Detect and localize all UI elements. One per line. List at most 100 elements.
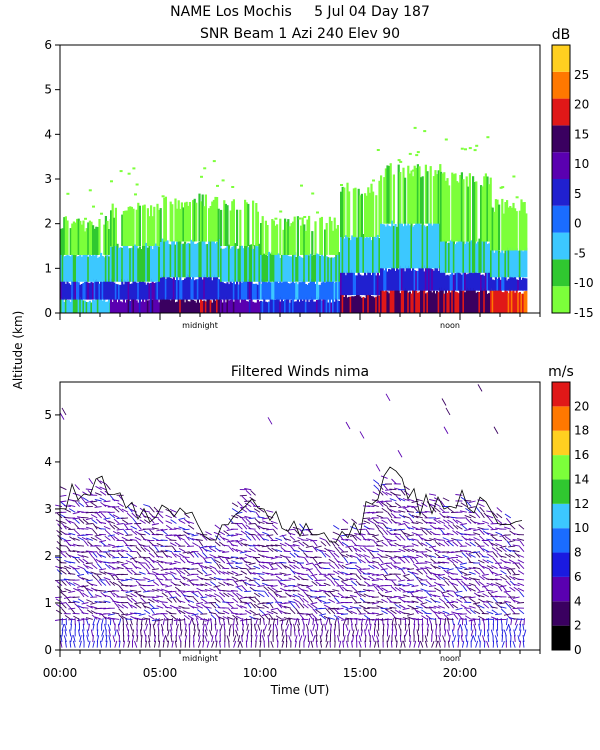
snr-cell bbox=[153, 245, 156, 282]
wind-barb bbox=[283, 556, 291, 558]
wind-barb bbox=[497, 585, 503, 592]
wind-barb bbox=[426, 529, 432, 536]
snr-cell bbox=[292, 280, 295, 300]
wind-barb bbox=[339, 585, 344, 592]
snr-cell bbox=[196, 242, 199, 278]
wind-barb bbox=[74, 557, 80, 564]
wind-barb bbox=[446, 551, 454, 554]
snr-cell bbox=[114, 245, 117, 282]
wind-barb bbox=[77, 598, 85, 603]
wind-barb bbox=[371, 499, 379, 502]
snr-cell bbox=[232, 301, 235, 313]
wind-barb bbox=[164, 618, 173, 621]
wind-barb bbox=[104, 623, 107, 631]
wind-barb bbox=[283, 605, 291, 609]
snr-cell bbox=[475, 181, 478, 242]
wind-barb bbox=[500, 576, 507, 581]
wind-barb bbox=[214, 535, 221, 541]
wind-barb bbox=[305, 545, 313, 548]
snr-cell bbox=[90, 281, 93, 300]
wind-barb bbox=[88, 551, 94, 558]
snr-cell bbox=[316, 300, 319, 313]
snr-cell bbox=[228, 284, 231, 300]
wind-barb bbox=[213, 576, 221, 581]
wind-barb bbox=[416, 576, 423, 581]
wind-barb bbox=[239, 551, 247, 554]
snr-cell bbox=[441, 173, 444, 242]
snr-cell bbox=[432, 270, 435, 291]
wind-barb bbox=[187, 520, 195, 524]
snr-cell bbox=[449, 240, 452, 273]
wind-barb bbox=[376, 629, 380, 637]
wind-barb bbox=[145, 562, 151, 569]
wind-barb bbox=[368, 575, 375, 581]
wind-barb bbox=[481, 600, 489, 603]
snr-cell bbox=[239, 209, 242, 246]
winds-colorbar-frame bbox=[551, 381, 571, 651]
wind-barb bbox=[187, 532, 195, 536]
snr-cell bbox=[473, 238, 476, 273]
wind-barb bbox=[266, 602, 274, 605]
wind-barb bbox=[347, 546, 353, 552]
wind-barb bbox=[486, 589, 494, 592]
wind-barb bbox=[491, 609, 498, 615]
wind-barb bbox=[319, 599, 327, 603]
wind-barb bbox=[503, 526, 511, 530]
wind-barb bbox=[510, 608, 516, 615]
wind-barb bbox=[85, 562, 93, 564]
snr-cell bbox=[148, 300, 151, 313]
wind-barb bbox=[334, 546, 340, 552]
snr-cell bbox=[124, 210, 127, 246]
wind-barb bbox=[465, 552, 472, 558]
wind-barb bbox=[351, 597, 358, 603]
snr-colorbar-swatch bbox=[552, 45, 570, 72]
snr-cell bbox=[470, 240, 473, 273]
snr-cell bbox=[182, 280, 185, 300]
snr-cell bbox=[392, 290, 395, 313]
wind-barb bbox=[135, 603, 142, 609]
wind-barb bbox=[195, 583, 203, 587]
wind-barb bbox=[430, 597, 437, 603]
wind-barb bbox=[79, 495, 85, 502]
wind-barb bbox=[426, 629, 429, 637]
snr-cell bbox=[260, 253, 263, 282]
wind-barb bbox=[226, 539, 234, 543]
wind-barb bbox=[94, 506, 102, 508]
wind-barb bbox=[391, 629, 394, 637]
wind-barb bbox=[460, 502, 468, 507]
wind-barb bbox=[452, 524, 459, 530]
wind-barb bbox=[341, 571, 349, 575]
snr-cell bbox=[491, 288, 494, 313]
snr-cell bbox=[92, 252, 95, 282]
snr-cell bbox=[475, 292, 478, 313]
snr-cell bbox=[121, 279, 124, 300]
wind-barb bbox=[487, 524, 494, 530]
wind-barb bbox=[285, 592, 292, 598]
wind-barb bbox=[222, 618, 226, 626]
wind-barb bbox=[444, 580, 450, 586]
wind-barb bbox=[259, 635, 262, 643]
wind-barb bbox=[512, 640, 516, 648]
winds-colorbar-tick-label: 10 bbox=[574, 521, 589, 535]
snr-cell bbox=[496, 248, 499, 278]
wind-barb bbox=[462, 585, 468, 592]
snr-cell bbox=[185, 243, 188, 278]
wind-barb bbox=[118, 618, 122, 626]
snr-cell bbox=[381, 224, 384, 269]
snr-heatmap-cells bbox=[60, 126, 528, 313]
snr-x-axis: midnight noon bbox=[59, 313, 541, 330]
wind-barb bbox=[376, 545, 384, 547]
wind-barb bbox=[381, 587, 388, 592]
wind-barb bbox=[109, 618, 112, 626]
wind-barb bbox=[132, 517, 138, 524]
wind-barb bbox=[68, 565, 76, 570]
snr-cell bbox=[429, 166, 432, 224]
wind-barb bbox=[192, 542, 199, 547]
wind-barb bbox=[496, 629, 499, 637]
wind-barb bbox=[402, 506, 410, 509]
wind-barb bbox=[493, 426, 499, 434]
wind-barb bbox=[187, 536, 195, 541]
wind-barb bbox=[345, 553, 353, 558]
wind-barb bbox=[160, 623, 164, 631]
wind-barb bbox=[442, 561, 450, 564]
